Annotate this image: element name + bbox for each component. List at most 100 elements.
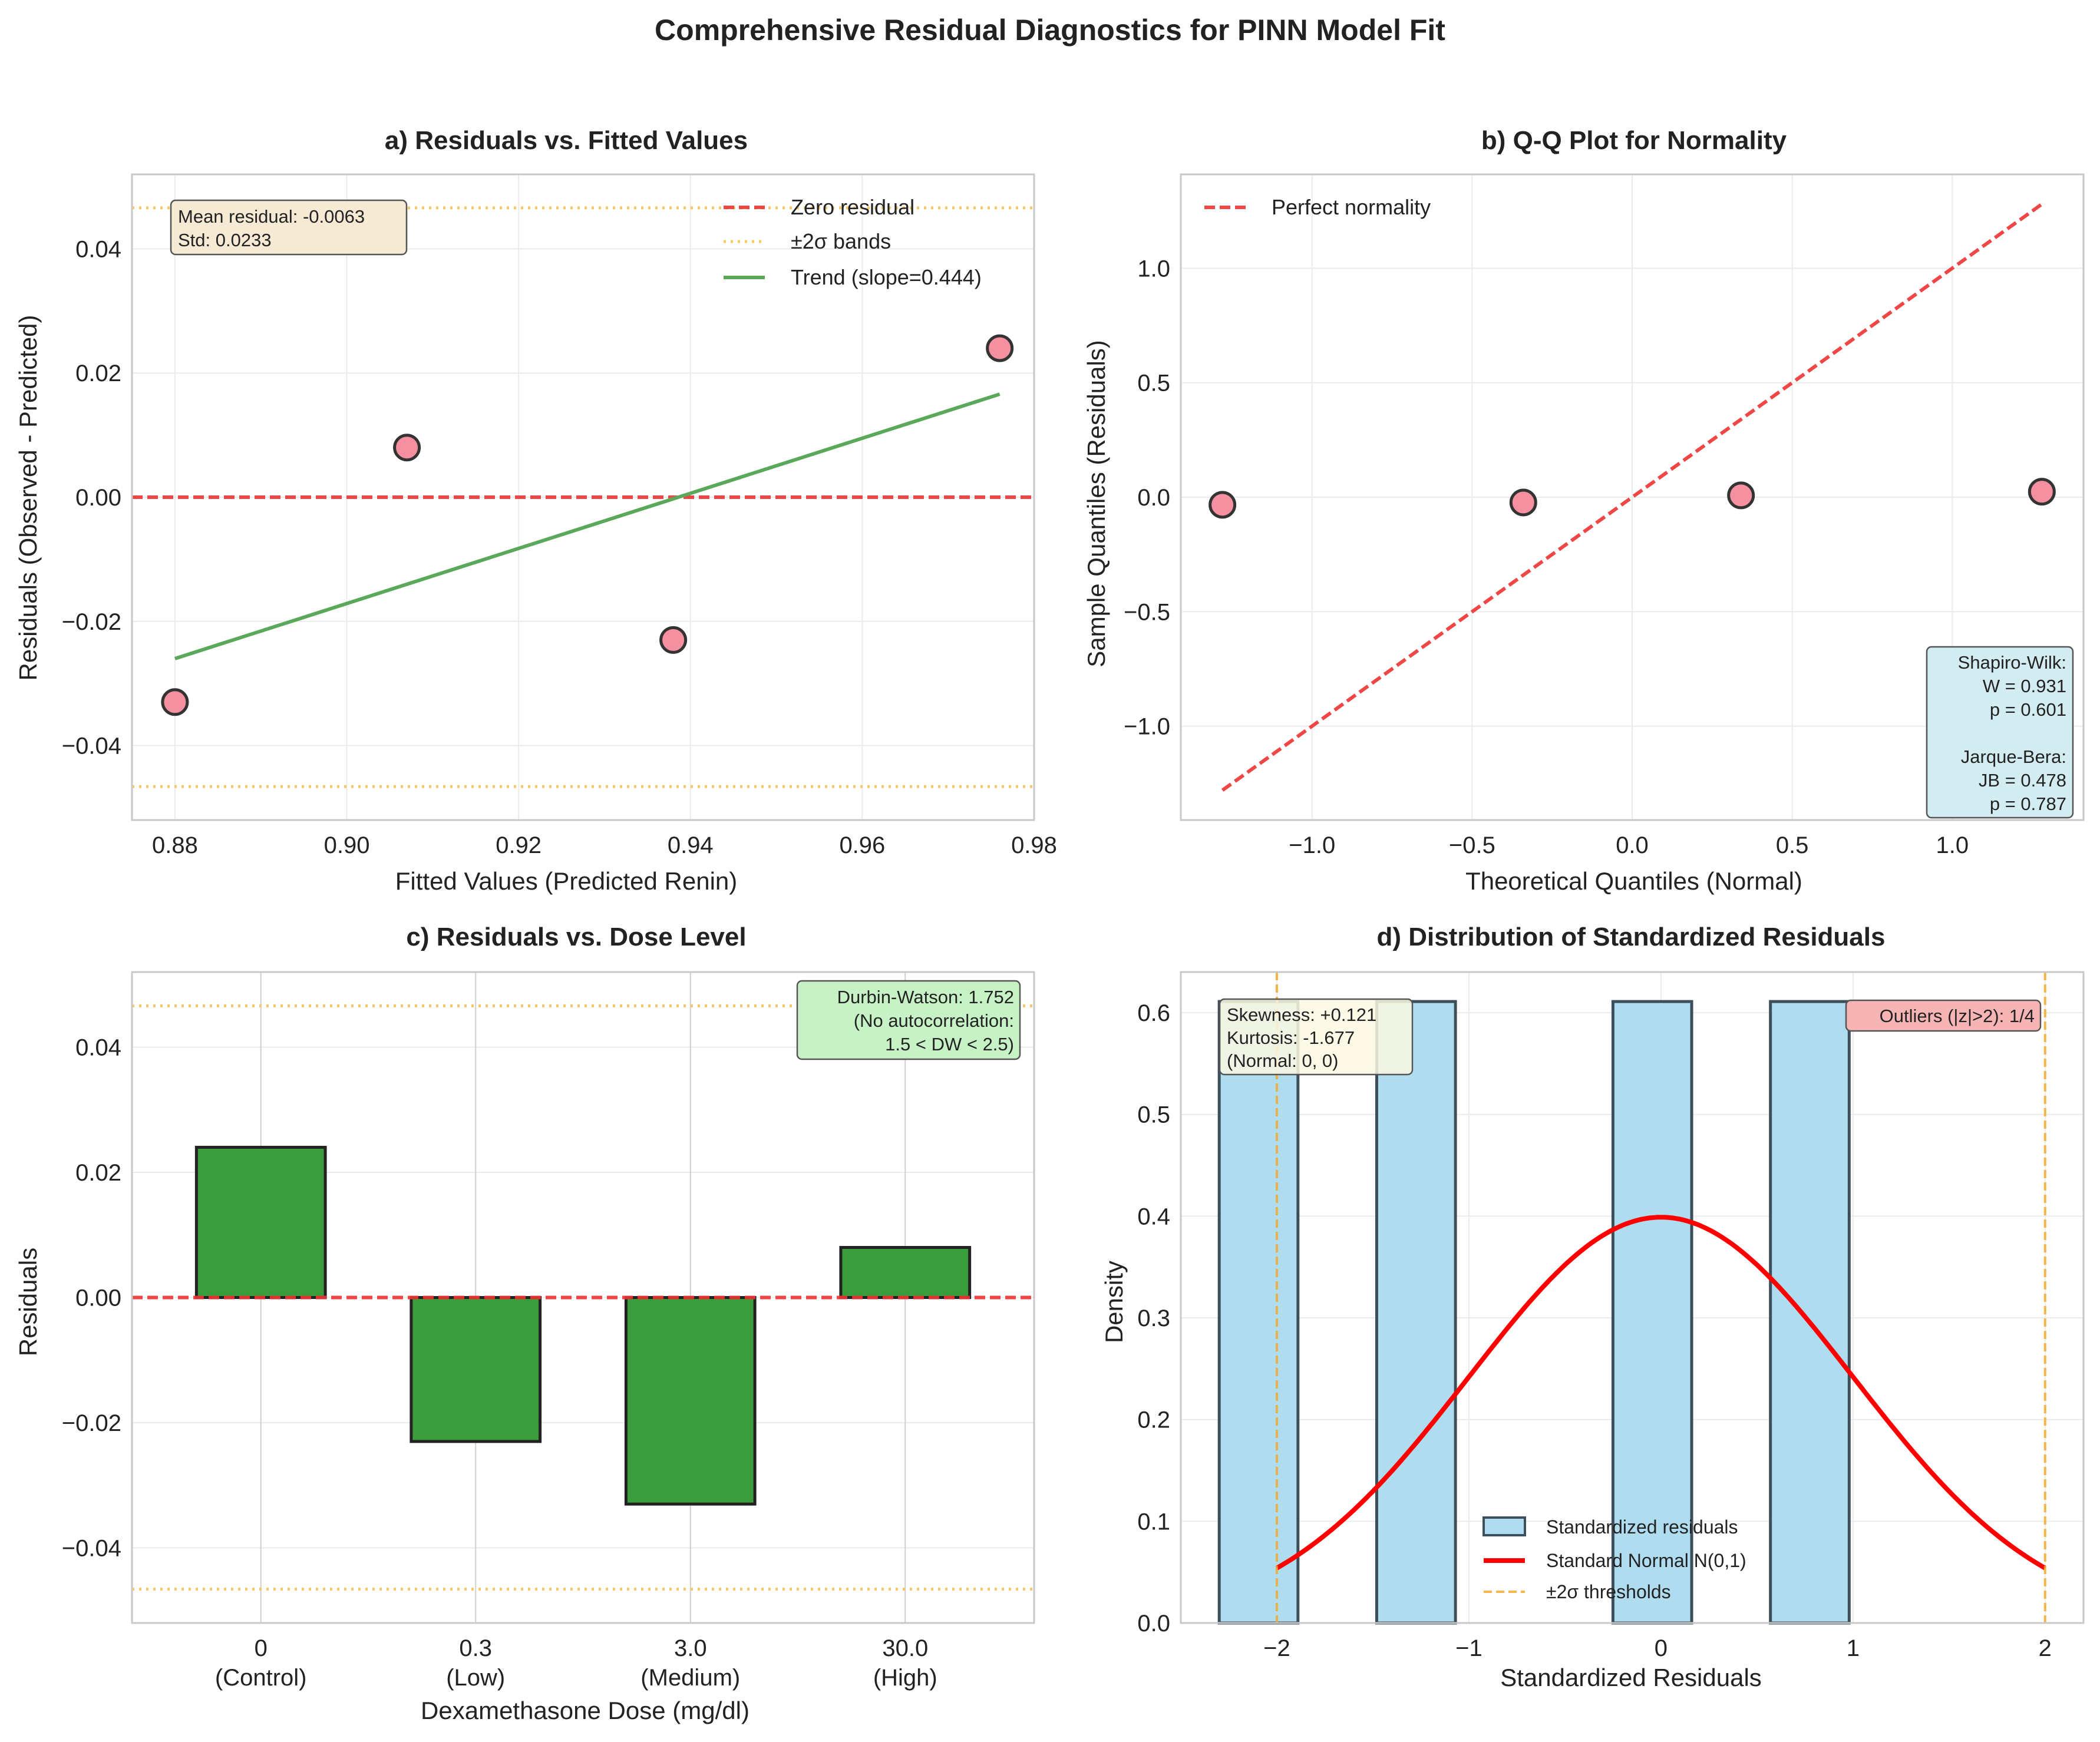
panel-d: d) Distribution of Standardized Residual… [1100, 923, 2085, 1691]
panel-c: c) Residuals vs. Dose Level Dexamethason… [14, 923, 1035, 1724]
panel-c-axes: −0.04 −0.02 0.00 0.02 0.04 0 (Control) 0.3 (Low)… [62, 971, 1035, 1691]
qq-point [1209, 491, 1237, 519]
residual-bar [410, 1296, 542, 1443]
x-tick-label: 3.0 [674, 1635, 707, 1661]
panel-d-annotation-line: (Normal: 0, 0) [1227, 1050, 1338, 1071]
panel-b-annotation: Shapiro-Wilk: W = 0.931 p = 0.601 Jarque… [1926, 646, 2074, 819]
panel-c-annotation-line: Durbin-Watson: 1.752 [837, 987, 1014, 1007]
panel-d-ylabel: Density [1100, 1261, 1128, 1343]
panel-d-annotation-line: Skewness: +0.121 [1227, 1004, 1376, 1025]
axes-frame [1180, 173, 2085, 821]
panel-b-title: b) Q-Q Plot for Normality [1481, 126, 1787, 155]
panel-a-ylabel: Residuals (Observed - Predicted) [14, 315, 42, 681]
x-tick-label: 0.94 [668, 832, 714, 858]
panel-b-annotation-line: p = 0.787 [1990, 794, 2066, 814]
qq-point [1727, 481, 1755, 510]
panel-b-legend: Perfect normality [1204, 195, 1431, 219]
residual-point [986, 334, 1014, 362]
x-tick-label: −1.0 [1289, 832, 1335, 858]
x-tick-label: 0.5 [1776, 832, 1809, 858]
panel-a-title: a) Residuals vs. Fitted Values [385, 126, 748, 155]
y-tick-label: 0.5 [1137, 371, 1170, 396]
residual-bar [839, 1246, 972, 1299]
legend-standardized-residuals-label: Standardized residuals [1546, 1516, 1738, 1538]
x-tick-label: −0.5 [1449, 832, 1495, 858]
trend-line [174, 392, 1001, 660]
panel-b-annotation-line: JB = 0.478 [1979, 770, 2066, 791]
panel-d-annotation-left-box [1219, 998, 1414, 1076]
histogram-bar [1611, 1000, 1693, 1625]
panel-b-annotation-box [1926, 646, 2074, 819]
panel-b-annotation-line: W = 0.931 [1983, 676, 2066, 696]
y-tick-label: −0.02 [62, 609, 121, 635]
y-tick-label: 0.04 [75, 1035, 121, 1061]
y-tick-label: −0.04 [62, 733, 121, 759]
y-tick-label: 0.6 [1137, 1000, 1170, 1026]
panel-a: a) Residuals vs. Fitted Values Fitted Va… [14, 126, 1057, 895]
y-tick-label: 0.4 [1137, 1204, 1170, 1229]
y-tick-label: 1.0 [1137, 256, 1170, 282]
x-tick-label: 1.0 [1936, 832, 1969, 858]
y-tick-label: 0.04 [75, 236, 121, 262]
panel-d-annotation-right-box [1845, 999, 2042, 1032]
y-tick-label: 0.3 [1137, 1305, 1170, 1331]
x-tick-label: (High) [873, 1665, 937, 1691]
legend-trend-label: Trend (slope=0.444) [791, 265, 982, 289]
histogram-bar [1217, 1000, 1300, 1625]
x-tick-label: −2 [1263, 1635, 1290, 1661]
panel-c-annotation-line: 1.5 < DW < 2.5) [885, 1034, 1014, 1055]
y-tick-label: −0.5 [1124, 599, 1170, 625]
panel-c-annotation-line: (No autocorrelation: [854, 1010, 1014, 1031]
residual-bar [624, 1296, 757, 1506]
panel-c-ylabel: Residuals [14, 1248, 42, 1356]
x-tick-label: (Control) [215, 1665, 307, 1691]
panel-d-xlabel: Standardized Residuals [1500, 1664, 1762, 1691]
panel-a-xlabel: Fitted Values (Predicted Renin) [395, 867, 738, 895]
panel-c-annotation: Durbin-Watson: 1.752 (No autocorrelation… [796, 980, 1021, 1060]
panel-a-annotation-line: Std: 0.0233 [178, 230, 272, 250]
panel-d-annotation-line: Outliers (|z|>2): 1/4 [1880, 1006, 2035, 1026]
panel-b-annotation-line: Shapiro-Wilk: [1958, 652, 2066, 673]
panel-d-legend: Standardized residuals Standard Normal N… [1482, 1516, 1746, 1602]
x-tick-label: (Medium) [640, 1665, 740, 1691]
x-tick-label: 0.88 [152, 832, 198, 858]
axes-frame [131, 173, 1035, 821]
x-tick-label: 0 [255, 1635, 268, 1661]
residual-point [659, 626, 688, 654]
y-tick-label: 0.0 [1137, 1611, 1170, 1637]
y-tick-label: 0.00 [75, 1285, 121, 1311]
panel-d-annotation-right: Outliers (|z|>2): 1/4 [1845, 999, 2042, 1032]
panel-d-title: d) Distribution of Standardized Residual… [1377, 923, 1886, 951]
panel-b-annotation-line: p = 0.601 [1990, 699, 2066, 720]
qq-point [1509, 488, 1537, 517]
panel-a-annotation-line: Mean residual: -0.0063 [178, 206, 365, 227]
legend-thresholds-label: ±2σ thresholds [1546, 1581, 1671, 1602]
panel-b-ylabel: Sample Quantiles (Residuals) [1082, 340, 1110, 667]
y-tick-label: −0.04 [62, 1536, 121, 1562]
panel-c-title: c) Residuals vs. Dose Level [406, 923, 746, 951]
x-tick-label: 0.0 [1616, 832, 1649, 858]
x-tick-label: 0 [1655, 1635, 1668, 1661]
y-tick-label: 0.5 [1137, 1102, 1170, 1128]
panel-a-annotation: Mean residual: -0.0063 Std: 0.0233 [170, 199, 408, 256]
axes-frame [1180, 971, 2085, 1624]
x-tick-label: 0.92 [496, 832, 541, 858]
y-tick-label: 0.02 [75, 1160, 121, 1186]
x-tick-label: 0.90 [324, 832, 370, 858]
legend-perfect-normality-label: Perfect normality [1272, 195, 1431, 219]
y-tick-label: −1.0 [1124, 714, 1170, 740]
panel-c-xlabel: Dexamethasone Dose (mg/dl) [421, 1697, 749, 1724]
normal-curve [1275, 1215, 2046, 1571]
panel-a-legend: Zero residual ±2σ bands Trend (slope=0.4… [724, 195, 982, 289]
x-tick-label: (Low) [446, 1665, 505, 1691]
y-tick-label: 0.2 [1137, 1407, 1170, 1433]
panel-c-annotation-box [796, 980, 1021, 1060]
figure-suptitle: Comprehensive Residual Diagnostics for P… [655, 14, 1445, 47]
legend-zero-residual-label: Zero residual [791, 195, 914, 219]
panel-b-annotation-line: Jarque-Bera: [1961, 746, 2066, 767]
legend-sigma-bands-label: ±2σ bands [791, 229, 891, 253]
qq-point [2028, 478, 2056, 506]
x-tick-label: 0.98 [1011, 832, 1057, 858]
residual-point [393, 434, 421, 462]
